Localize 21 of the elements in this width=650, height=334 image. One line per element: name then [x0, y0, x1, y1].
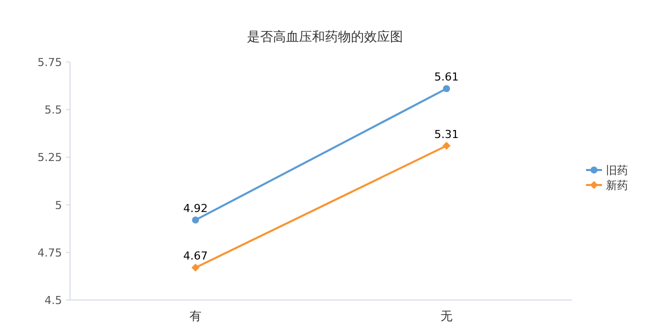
point — [442, 142, 450, 150]
legend-item: 旧药 — [586, 164, 628, 177]
legend-label: 旧药 — [606, 164, 628, 177]
y-tick-label: 5 — [55, 198, 62, 212]
data-label: 5.31 — [434, 128, 459, 141]
data-label: 4.92 — [183, 202, 208, 216]
point — [192, 264, 200, 272]
legend-item: 新药 — [586, 179, 628, 192]
legend-label: 新药 — [606, 179, 628, 192]
y-tick-label: 4.75 — [38, 246, 62, 260]
y-tick-label: 5.25 — [38, 151, 62, 164]
point — [192, 216, 199, 224]
y-tick-label: 5.5 — [44, 104, 62, 117]
data-label: 4.67 — [183, 250, 208, 263]
point — [443, 85, 450, 92]
chart-title: 是否高血压和药物的效应图 — [247, 29, 403, 45]
x-tick-label: 无 — [440, 309, 452, 323]
x-tick-label: 有 — [190, 309, 202, 323]
data-label: 5.61 — [434, 70, 459, 84]
y-tick-label: 5.75 — [38, 56, 62, 69]
y-tick-label: 4.5 — [44, 294, 62, 307]
